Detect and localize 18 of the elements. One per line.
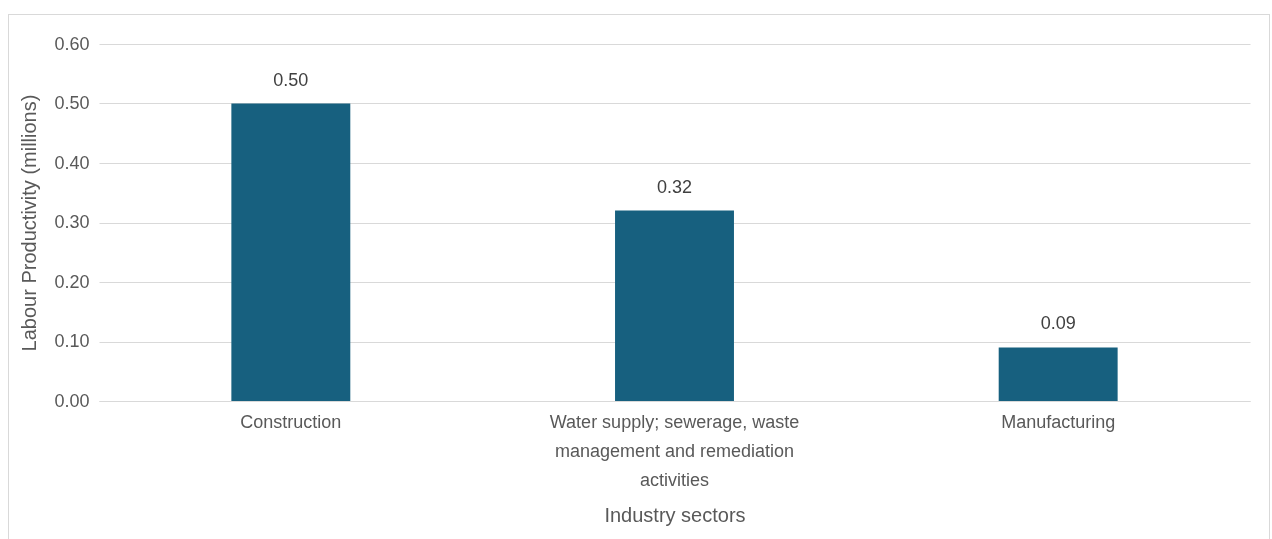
y-tick-label: 0.10 — [54, 331, 90, 351]
x-tick-label: Water supply; sewerage, waste management and remediation activities — [549, 411, 800, 490]
bar — [615, 210, 734, 401]
y-axis-title: Labour Productivity (millions) — [18, 94, 41, 352]
y-tick-label: 0.20 — [54, 271, 90, 292]
y-tick-label: 0.50 — [54, 93, 90, 113]
bar — [998, 347, 1118, 401]
y-tick-label: 0.00 — [54, 390, 90, 411]
y-tick-label: 0.30 — [54, 212, 90, 232]
x-tick-label: Manufacturing — [1001, 411, 1116, 432]
data-label: 0.50 — [273, 69, 309, 90]
x-axis-title: Industry sectors — [604, 503, 746, 526]
data-label: 0.32 — [656, 176, 693, 197]
y-tick-label: 0.60 — [54, 33, 90, 54]
bar — [231, 103, 351, 401]
y-tick-label: 0.40 — [54, 152, 90, 173]
x-tick-label: Construction — [240, 411, 342, 432]
data-label: 0.09 — [1040, 313, 1076, 334]
